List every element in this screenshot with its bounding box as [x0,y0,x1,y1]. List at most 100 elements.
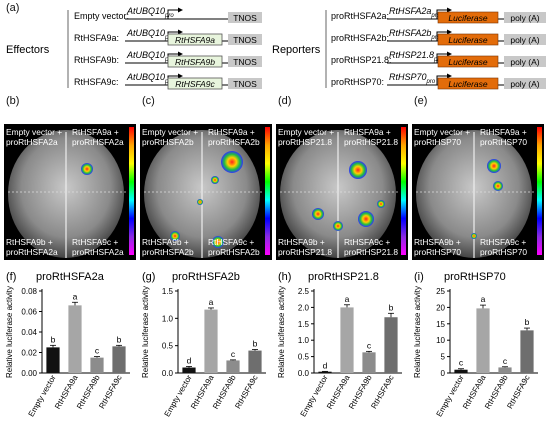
reporter-name: proRtHSP70: [331,77,384,87]
luminescence-spot [212,236,224,248]
terminator-box [228,78,262,89]
luciferase-box [437,55,499,68]
y-tick-label: 0.06 [21,308,37,317]
reporter-name: proRtHSFA2b: [331,33,389,43]
tss-arrow-icon [167,9,180,19]
chart-panel-label: (i) [414,271,424,283]
chart-panel-label: (h) [278,271,291,283]
y-tick-label: 0.0 [162,369,174,378]
polya-label: poly (A) [510,13,539,23]
significance-letter: b [525,317,530,327]
caption-line: RtHSFA9c + [480,237,527,247]
x-tick-label: RtHSFA9c [97,374,123,411]
caption-line: proRtHSP21.8 [344,246,398,257]
luminescence-spot [471,233,477,239]
caption-line: RtHSFA9c + [344,237,391,247]
x-tick-label: RtHSFA9c [233,374,259,411]
x-tick-label: Empty vector [435,373,466,418]
photo-quadrant-caption: RtHSFA9c + proRtHSFA2a [72,237,124,257]
y-tick-label: 2.5 [298,287,310,296]
y-tick-label: 10 [436,336,445,345]
caption-line: RtHSFA9c + [72,237,119,247]
y-tick-label: 0.00 [21,369,37,378]
leaf-luminescence-photo: Empty vector + proRtHSFA2b RtHSFA9a + proRt… [140,124,272,260]
luciferase-box [437,11,499,24]
photo-quadrant-caption: RtHSFA9c + proRtHSP21.8 [344,237,398,257]
arrowhead-icon [447,73,452,79]
photo-quadrant-caption: RtHSFA9b + proRtHSP70 [414,237,462,257]
luminescence-spot [487,159,501,173]
significance-letter: d [187,355,192,365]
photo-quadrant-caption: RtHSFA9a + proRtHSP70 [480,127,527,147]
luminescence-spot [211,176,219,184]
luminescence-spot [81,163,93,175]
y-tick-label: 0.08 [21,287,37,296]
bar [520,330,534,373]
significance-letter: b [389,302,394,312]
x-tick-label: Empty vector [299,373,330,418]
leaf-image [8,130,128,258]
reporter-promoter: RtHSP21.8pro [389,50,443,63]
caption-line: RtHSFA9a + [480,127,527,137]
photo-quadrant-caption: RtHSFA9c + proRtHSFA2b [208,237,260,257]
leaf-luminescence-photo: Empty vector + proRtHSFA2a RtHSFA9a + proRt… [4,124,136,260]
caption-line: proRtHSFA2b [142,136,194,147]
significance-letter: b [117,334,122,344]
terminator-label: TNOS [233,57,257,67]
y-tick-label: 1.5 [162,287,174,296]
luminescence-spot [358,211,374,227]
reporter-promoter: RtHSFA2bpro [389,28,441,41]
chart-title: proRtHSP70 [444,271,506,283]
photo-quadrant-caption: Empty vector + proRtHSFA2a [6,127,62,147]
luciferase-box [437,77,499,90]
polya-box [504,56,546,67]
photo-quadrant-caption: RtHSFA9b + proRtHSFA2a [6,237,58,257]
effector-gene-label: RtHSFA9b [175,57,215,67]
photo-panel-label: (e) [414,95,428,107]
terminator-box [228,56,262,67]
y-tick-label: 15 [436,320,445,329]
bar [248,350,262,373]
arrowhead-icon [178,73,183,79]
caption-line: RtHSFA9b + [142,237,189,247]
luciferase-label: Luciferase [448,13,487,23]
color-scale-bar [537,127,542,255]
luciferase-box [437,33,499,46]
effector-gene-label: RtHSFA9c [175,79,215,89]
color-scale-bar [129,127,134,255]
terminator-label: TNOS [233,35,257,45]
caption-line: proRtHSP70 [414,246,462,257]
arrowhead-icon [447,51,452,57]
y-tick-label: 20 [436,303,445,312]
luminescence-spot [312,208,324,220]
y-axis-label: Relative luciferase activity [5,286,14,378]
y-tick-label: 0 [441,369,446,378]
luminescence-spot [349,161,367,179]
effector-gene-box [167,77,223,90]
caption-line: proRtHSFA2a [72,246,124,257]
effector-name: RtHSFA9b: [74,55,119,65]
luminescence-spot [493,181,503,191]
bar-chart: (h) proRtHSP21.8 Relative luciferase activ… [277,271,402,418]
caption-line: proRtHSP70 [414,136,462,147]
bar [454,369,468,373]
photo-quadrant-caption: Empty vector + proRtHSP70 [414,127,470,147]
caption-line: RtHSFA9b + [278,237,325,247]
caption-line: proRtHSP21.8 [278,246,332,257]
polya-label: poly (A) [510,35,539,45]
significance-letter: c [231,349,236,359]
effector-name: Empty vector: [74,11,129,21]
arrowhead-icon [447,29,452,35]
terminator-box [228,12,262,23]
bar [46,347,60,373]
photo-quadrant-caption: Empty vector + proRtHSP21.8 [278,127,334,147]
reporter-name: proRtHSFA2a: [331,11,389,21]
leaf-image [144,130,264,258]
caption-line: proRtHSP70 [480,246,528,257]
caption-line: proRtHSFA2a [6,136,58,147]
bar-chart: (i) proRtHSP70 Relative luciferase activit… [413,271,538,418]
y-tick-label: 0.5 [162,342,174,351]
significance-letter: d [323,360,328,370]
panel-a-label: (a) [6,2,20,14]
polya-label: poly (A) [510,57,539,67]
